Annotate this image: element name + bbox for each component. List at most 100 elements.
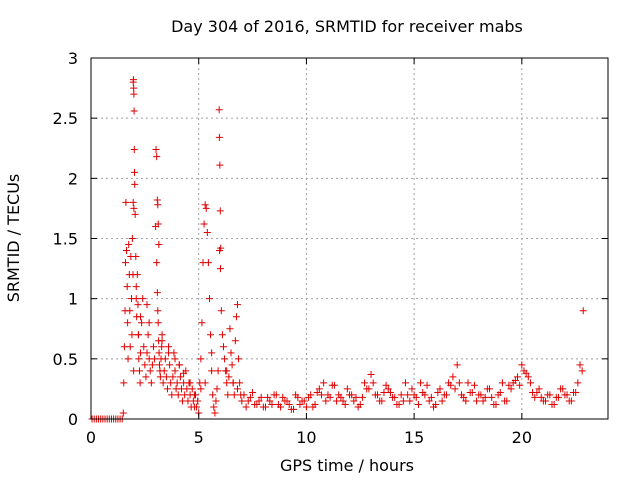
data-point — [132, 253, 140, 261]
data-point — [412, 393, 420, 401]
y-tick-label: 2 — [68, 169, 78, 188]
data-point — [137, 313, 145, 321]
data-point — [352, 393, 360, 401]
data-point — [201, 379, 209, 387]
data-point — [442, 391, 450, 399]
data-point — [216, 207, 224, 215]
y-axis-label: SRMTID / TECUs — [4, 174, 23, 303]
data-point — [123, 247, 131, 255]
data-point — [153, 153, 161, 161]
data-point — [154, 319, 162, 327]
data-point — [154, 307, 162, 315]
x-tick-label: 5 — [194, 428, 204, 447]
data-point — [554, 393, 562, 401]
data-point — [524, 373, 532, 381]
data-point — [209, 391, 217, 399]
data-point — [131, 168, 139, 176]
data-point — [406, 397, 414, 405]
data-point — [477, 391, 485, 399]
data-point — [193, 403, 201, 411]
data-point — [348, 391, 356, 399]
data-point — [358, 393, 366, 401]
data-point — [447, 381, 455, 389]
data-point — [148, 361, 156, 369]
data-point — [567, 397, 575, 405]
data-point — [197, 355, 205, 363]
data-point — [210, 403, 218, 411]
data-point — [533, 389, 541, 397]
data-point — [166, 361, 174, 369]
data-point — [518, 361, 526, 369]
data-point — [135, 367, 143, 375]
data-point — [120, 379, 128, 387]
data-point — [488, 393, 496, 401]
y-tick-label: 1 — [68, 290, 78, 309]
data-point — [255, 397, 263, 405]
data-point — [507, 385, 515, 393]
data-point — [326, 393, 334, 401]
data-point — [202, 204, 210, 212]
data-point — [232, 313, 240, 321]
data-point — [542, 397, 550, 405]
data-point — [579, 307, 587, 315]
data-point — [378, 397, 386, 405]
data-point — [550, 401, 558, 409]
data-point — [436, 385, 444, 393]
data-point — [147, 379, 155, 387]
data-point — [374, 391, 382, 399]
data-point — [218, 331, 226, 339]
data-point — [468, 389, 476, 397]
data-point — [574, 379, 582, 387]
data-point — [425, 397, 433, 405]
data-point — [221, 355, 229, 363]
chart-title: Day 304 of 2016, SRMTID for receiver mab… — [171, 17, 523, 36]
data-point — [339, 397, 347, 405]
data-point — [430, 403, 438, 411]
data-point — [244, 397, 252, 405]
data-point — [230, 391, 238, 399]
data-point — [559, 385, 567, 393]
data-point — [486, 385, 494, 393]
data-point — [384, 385, 392, 393]
data-point — [350, 397, 358, 405]
data-point — [212, 397, 220, 405]
data-point — [167, 379, 175, 387]
data-point — [128, 331, 136, 339]
data-point — [130, 204, 138, 212]
x-axis-label: GPS time / hours — [280, 456, 414, 475]
data-point — [197, 385, 205, 393]
data-point — [223, 367, 231, 375]
data-point — [131, 180, 139, 188]
data-point — [283, 397, 291, 405]
data-point — [128, 235, 136, 242]
data-point — [356, 401, 364, 409]
data-point — [341, 401, 349, 409]
data-point — [201, 201, 209, 209]
data-point — [246, 393, 254, 401]
data-point — [129, 76, 137, 84]
data-point — [156, 373, 164, 381]
data-point — [365, 385, 373, 393]
data-point — [134, 301, 142, 309]
data-point — [421, 391, 429, 399]
data-point — [343, 385, 351, 393]
data-point — [322, 397, 330, 405]
data-point — [146, 367, 154, 375]
data-point — [132, 295, 140, 303]
data-point — [516, 381, 524, 389]
data-point — [173, 379, 181, 387]
data-point — [168, 391, 176, 399]
data-point — [460, 393, 468, 401]
data-point — [125, 241, 133, 249]
data-point — [438, 397, 446, 405]
data-point — [126, 343, 134, 351]
data-point — [470, 381, 478, 389]
data-point — [434, 389, 442, 397]
data-point — [285, 401, 293, 409]
data-point — [158, 337, 166, 345]
x-tick-label: 10 — [296, 428, 316, 447]
data-point — [490, 401, 498, 409]
data-point — [158, 331, 166, 339]
data-point — [171, 355, 179, 363]
data-point — [216, 247, 224, 255]
